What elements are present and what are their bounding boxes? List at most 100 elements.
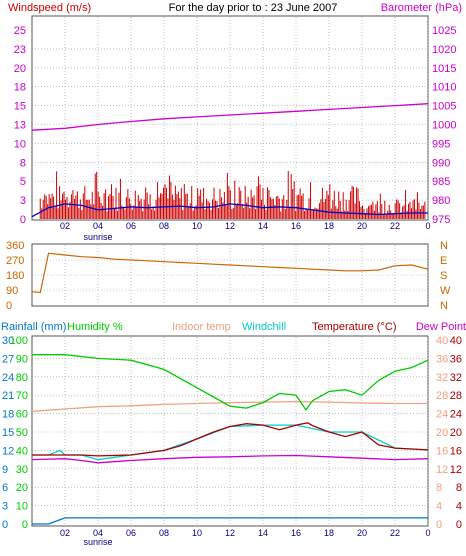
dewpoint-tick-label: 36 [450, 353, 462, 365]
barometer-tick-label: 990 [432, 157, 450, 169]
barometer-ticks: 975 980 985 990 995 1000 1005 1010 1015 1020 1025 [432, 25, 456, 226]
wind-panel-lines [31, 103, 429, 218]
hour-tick-label: 18 [324, 528, 334, 538]
windspeed-tick-label: 18 [14, 82, 26, 94]
humidity-tick-label: 90 [16, 353, 28, 365]
windspeed-line [31, 203, 428, 218]
sunrise-label-bottom: sunrise [83, 537, 112, 547]
windspeed-gust-bars [39, 170, 426, 219]
barometer-tick-label: 1010 [432, 82, 456, 94]
hour-tick-label: 02 [60, 221, 70, 231]
temperature-tick-label: 40 [436, 335, 448, 347]
chart-title: For the day prior to : 23 June 2007 [169, 2, 338, 14]
dewpoint-tick-label: 8 [456, 482, 462, 494]
sunrise-label: sunrise [83, 232, 112, 242]
indoor-temp-line [31, 400, 428, 412]
barometer-tick-label: 995 [432, 138, 450, 150]
temperature-tick-label: 16 [436, 445, 448, 457]
direction-degree-label: 270 [6, 255, 24, 267]
rainfall-tick-label: 30 [2, 335, 14, 347]
hour-tick-label: 14 [258, 221, 268, 231]
humidity-tick-label: 30 [16, 464, 28, 476]
humidity-tick-label: 40 [16, 445, 28, 457]
humidity-tick-label: 20 [16, 482, 28, 494]
rainfall-line [32, 517, 428, 525]
humidity-line [32, 354, 429, 412]
rainfall-axis-label: Rainfall (mm) [1, 321, 66, 333]
barometer-tick-label: 1025 [432, 25, 456, 37]
dewpoint-tick-label: 12 [450, 464, 462, 476]
dewpoint-tick-label: 28 [450, 390, 462, 402]
hour-tick-label: 04 [93, 221, 103, 231]
direction-compass-label: E [440, 255, 447, 267]
barometer-tick-label: 1020 [432, 44, 456, 56]
hour-tick-label: 08 [159, 221, 169, 231]
barometer-tick-label: 975 [432, 214, 450, 226]
humidity-tick-label: 80 [16, 372, 28, 384]
hour-tick-label: 14 [258, 528, 268, 538]
wind-panel-frame [31, 15, 429, 221]
dewpoint-tick-label: 40 [450, 335, 462, 347]
windchill-label: Windchill [242, 321, 286, 333]
rainfall-tick-label: 3 [2, 501, 8, 513]
wind-panel-grid [32, 17, 429, 219]
hour-tick-label: 0 [425, 528, 430, 538]
barometer-line [31, 103, 429, 131]
direction-compass-label: W [440, 285, 451, 297]
hour-tick-label: 16 [291, 221, 301, 231]
humidity-tick-label: 10 [16, 501, 28, 513]
temperature-tick-label: 36 [436, 353, 448, 365]
temperature-tick-label: 28 [436, 390, 448, 402]
temperature-axis-label: Temperature (°C) [312, 321, 396, 333]
windspeed-axis-label: Windspeed (m/s) [8, 2, 91, 14]
hour-tick-label: 12 [225, 221, 235, 231]
windspeed-tick-label: 10 [14, 138, 26, 150]
temperature-tick-label: 8 [436, 482, 442, 494]
hour-tick-label: 02 [60, 528, 70, 538]
humidity-tick-label: 100 [10, 335, 28, 347]
windspeed-tick-label: 25 [14, 25, 26, 37]
hour-tick-label: 18 [324, 221, 334, 231]
windspeed-tick-label: 5 [20, 176, 26, 188]
direction-degree-label: 360 [6, 240, 24, 252]
dewpoint-tick-label: 24 [450, 409, 462, 421]
barometer-tick-label: 1005 [432, 101, 456, 113]
rainfall-tick-label: 18 [2, 409, 14, 421]
rainfall-tick-label: 15 [2, 427, 14, 439]
dewpoint-tick-label: 4 [456, 501, 462, 513]
barometer-tick-label: 980 [432, 195, 450, 207]
barometer-tick-label: 1000 [432, 120, 456, 132]
dewpoint-line [31, 454, 429, 464]
hour-tick-label: 12 [225, 528, 235, 538]
direction-degree-label: 180 [6, 270, 24, 282]
direction-compass-label: N [440, 240, 448, 252]
temperature-tick-label: 24 [436, 409, 448, 421]
windspeed-tick-label: 15 [14, 101, 26, 113]
temperature-line [32, 422, 429, 457]
rainfall-ticks: 0 3 6 9 12 15 18 21 24 27 30 [2, 335, 14, 531]
direction-line [31, 252, 429, 294]
hour-tick-label: 16 [291, 528, 301, 538]
direction-panel-grid [32, 245, 429, 305]
hour-tick-label: 22 [390, 528, 400, 538]
hour-tick-label: 10 [192, 528, 202, 538]
barometer-tick-label: 985 [432, 176, 450, 188]
windspeed-tick-label: 20 [14, 63, 26, 75]
temperature-tick-label: 0 [436, 519, 442, 531]
windspeed-tick-label: 13 [14, 120, 26, 132]
hour-tick-label: 10 [192, 221, 202, 231]
humidity-tick-label: 60 [16, 409, 28, 421]
temperature-tick-label: 32 [436, 372, 448, 384]
rainfall-tick-label: 27 [2, 353, 14, 365]
dewpoint-tick-label: 16 [450, 445, 462, 457]
humidity-tick-label: 50 [16, 427, 28, 439]
direction-compass-label: N [440, 300, 448, 312]
direction-degree-label: 90 [6, 285, 18, 297]
temperature-tick-label: 12 [436, 464, 448, 476]
humidity-tick-label: 0 [22, 519, 28, 531]
direction-degree-ticks: 0 90 180 270 360 [6, 240, 24, 312]
humidity-axis-label: Humidity % [67, 321, 123, 333]
windspeed-tick-label: 3 [20, 195, 26, 207]
